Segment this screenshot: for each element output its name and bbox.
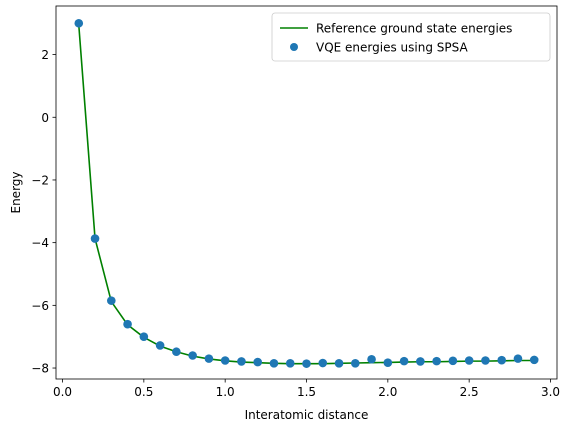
legend-label-vqe: VQE energies using SPSA (316, 41, 468, 55)
scatter-point (204, 354, 214, 363)
scatter-point (269, 359, 279, 368)
scatter-point (432, 356, 441, 366)
y-tick-label: 2 (41, 48, 49, 62)
scatter-point (74, 18, 84, 28)
series-line-reference (77, 24, 535, 365)
legend: Reference ground state energies VQE ener… (271, 12, 551, 62)
y-tick-label: −2 (31, 173, 49, 187)
x-tick-label: 2.5 (460, 385, 479, 399)
y-tick-label: −6 (31, 299, 49, 313)
y-tick-label: 0 (41, 111, 49, 125)
scatter-point (513, 354, 523, 363)
scatter-point (90, 234, 100, 243)
scatter-point (350, 359, 360, 368)
scatter-point (237, 357, 246, 366)
x-axis-label: Interatomic distance (245, 408, 369, 422)
scatter-point (481, 356, 490, 365)
scatter-point (139, 332, 149, 341)
scatter-point (497, 355, 506, 365)
y-axis-ticks: −8 −6 −4 −2 0 2 (31, 48, 56, 376)
scatter-point (334, 359, 344, 368)
scatter-point (529, 355, 539, 365)
y-tick-label: −4 (31, 236, 49, 250)
scatter-point (155, 341, 165, 350)
plot-marks (74, 18, 539, 368)
scatter-point (318, 358, 328, 368)
scatter-point (107, 296, 116, 305)
scatter-point (220, 356, 230, 365)
scatter-point (367, 354, 376, 364)
scatter-point (302, 359, 311, 368)
legend-marker-swatch (290, 43, 298, 51)
scatter-point (464, 356, 474, 365)
x-tick-label: 0.0 (53, 385, 72, 399)
y-tick-label: −8 (31, 362, 49, 376)
x-tick-label: 1.0 (216, 385, 235, 399)
y-axis-label: Energy (9, 171, 23, 213)
x-tick-label: 0.5 (134, 385, 153, 399)
x-tick-label: 1.5 (297, 385, 316, 399)
x-tick-label: 2.0 (378, 385, 397, 399)
scatter-point (383, 358, 393, 368)
scatter-point (253, 357, 263, 367)
scatter-point (188, 351, 197, 360)
scatter-point (123, 319, 132, 329)
scatter-point (448, 356, 458, 366)
x-axis-ticks: 0.0 0.5 1.0 1.5 2.0 2.5 3.0 (53, 379, 560, 399)
scatter-point (399, 356, 409, 366)
legend-label-reference: Reference ground state energies (316, 22, 512, 36)
scatter-point (172, 347, 181, 357)
scatter-point (285, 359, 295, 368)
legend-box (271, 12, 551, 62)
scatter-point (416, 357, 425, 366)
x-tick-label: 3.0 (541, 385, 560, 399)
